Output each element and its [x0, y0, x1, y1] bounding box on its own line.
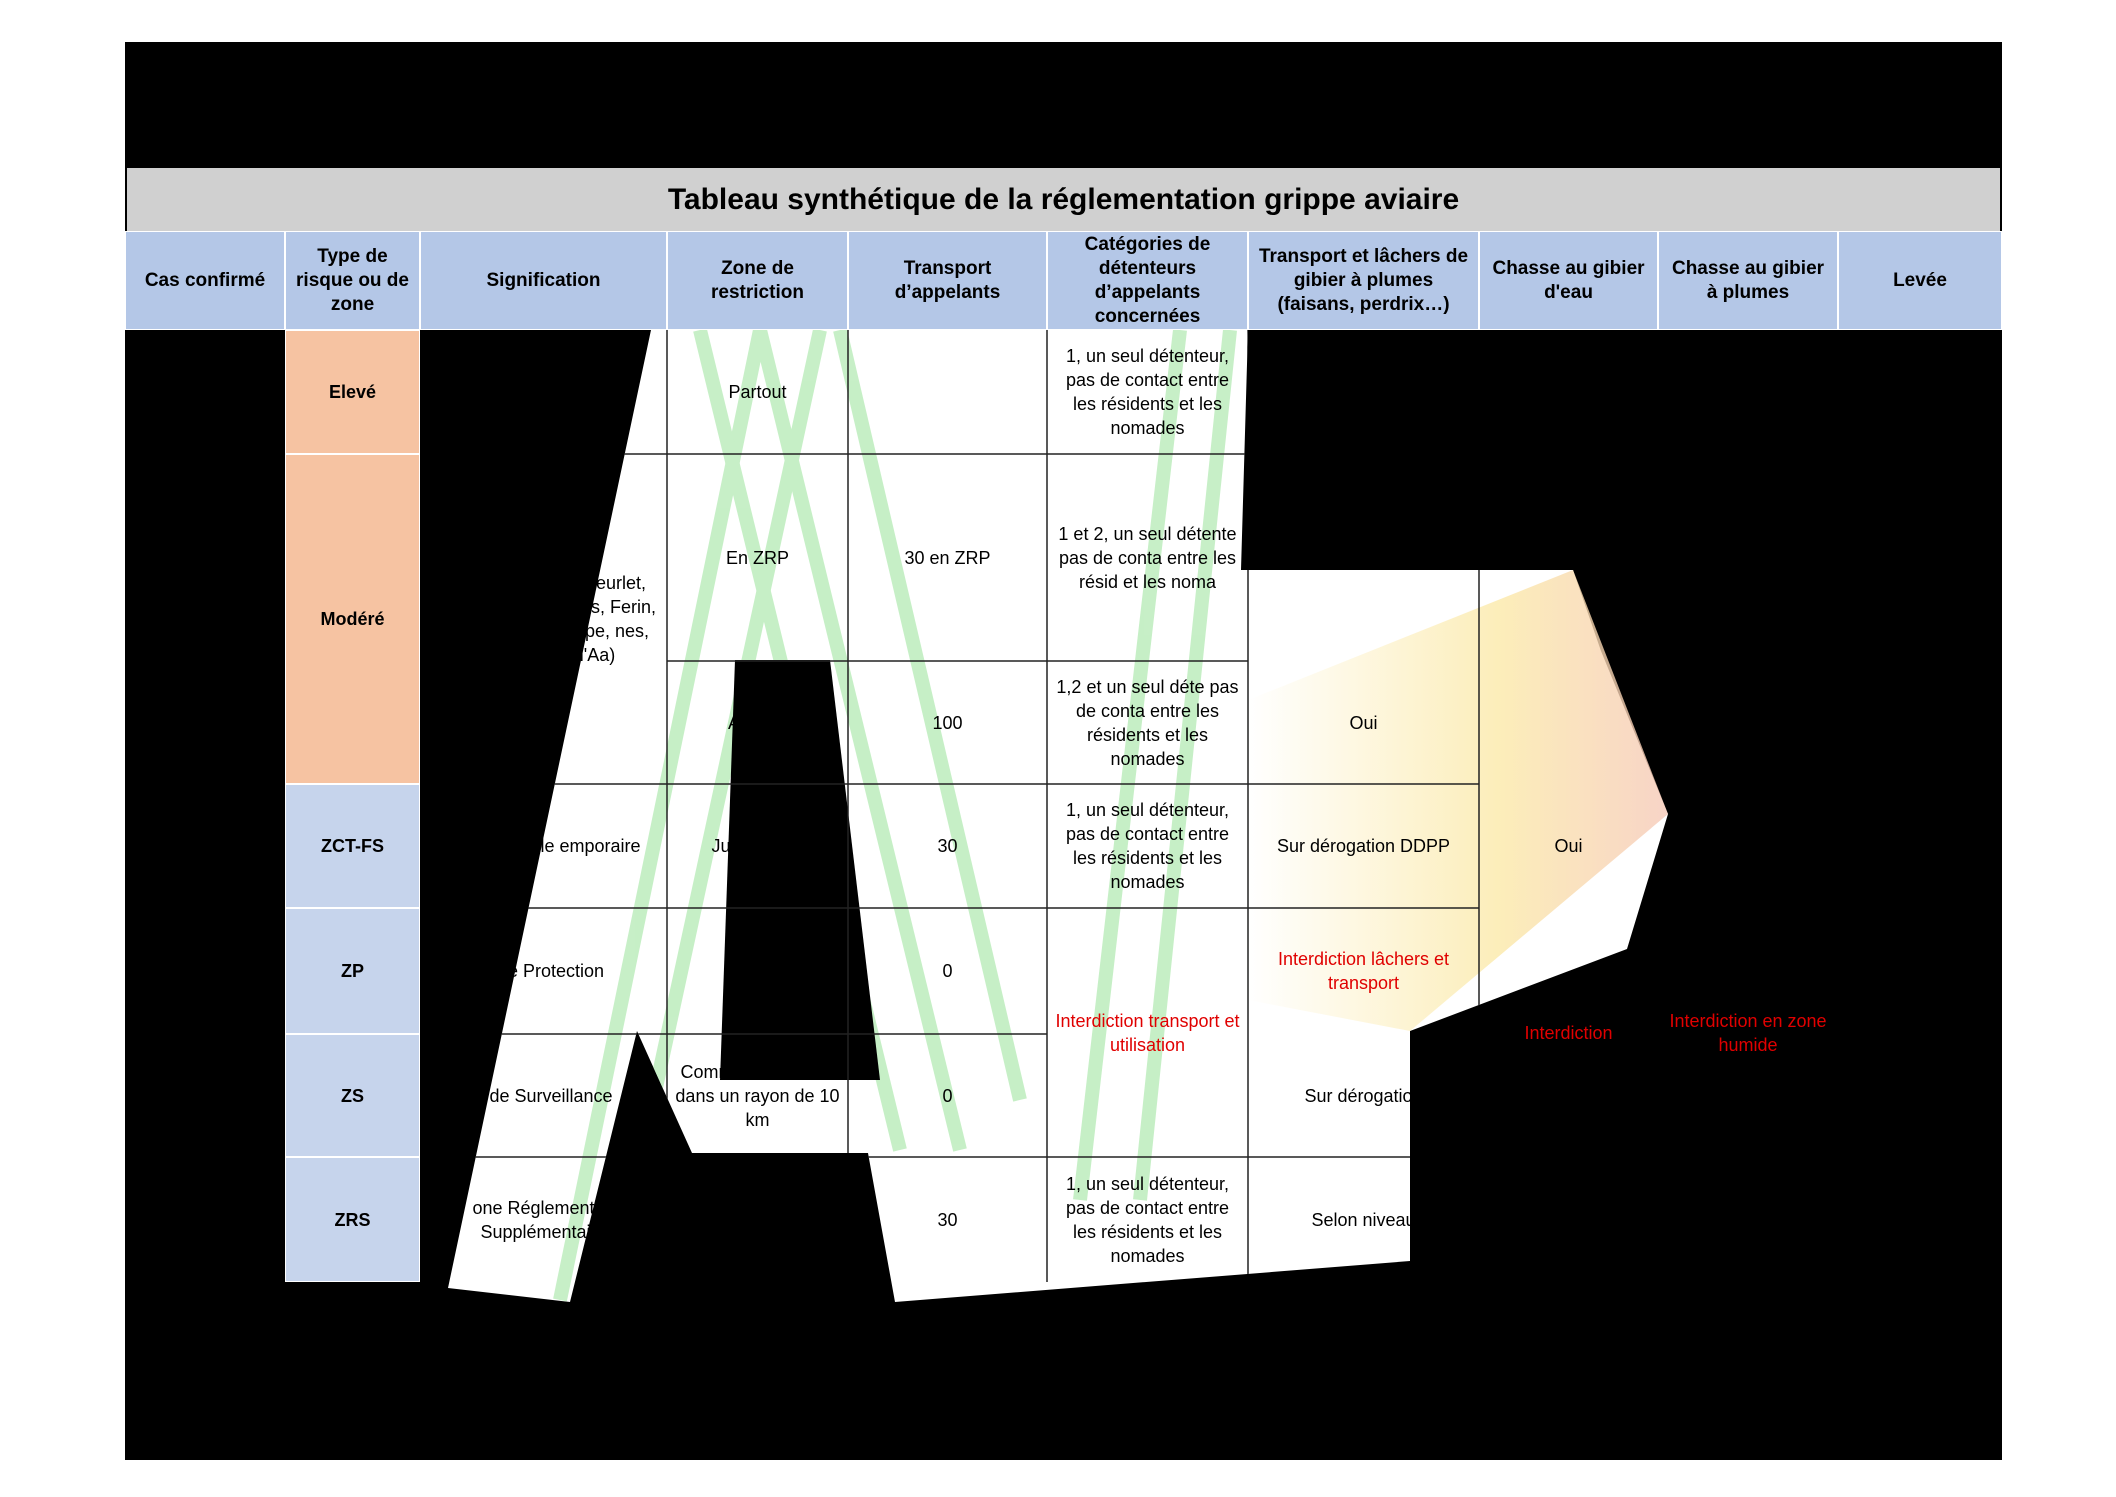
column-header: Catégories de détenteurs d’appelants con… [1047, 231, 1248, 330]
risk-cell: ZRS [285, 1157, 420, 1282]
table-cell: 0 [942, 961, 953, 981]
table-cell: e de Contrôle emporaire [446, 836, 641, 856]
table-cell: 100 [932, 712, 963, 733]
table-cell: C sit ra [728, 961, 786, 981]
table-cell: Sur dérogation [1304, 1085, 1423, 1106]
table-cell: Oui [1554, 836, 1583, 856]
table-cell: 30 [937, 836, 958, 856]
risk-cell: ZCT-FS [285, 784, 420, 908]
table-cell: Ailleurs [727, 712, 788, 733]
table-cell: 1, un seul détenteur, pas de contact ent… [1065, 346, 1230, 438]
table-cell: Interdiction en zone humide [1669, 1010, 1827, 1055]
column-header: Signification [420, 231, 667, 330]
risk-cell: ZS [285, 1034, 420, 1157]
table-cell: Sur dérogation DDPP [1276, 836, 1451, 856]
table-cell: 30 en ZRP [904, 547, 991, 568]
table-cell: Interdiction transport et utilisation [1055, 1010, 1240, 1055]
column-header: Cas confirmé [125, 231, 285, 330]
table-cell: one Réglementée Supplémentaire [472, 1197, 615, 1242]
table-cell: e de Surveillance [474, 1085, 613, 1106]
table-cell: 1, un seul détenteur, pas de contact ent… [1065, 1173, 1230, 1266]
column-header: Transport d’appelants [848, 231, 1047, 330]
table-cell: Partout [728, 382, 787, 402]
table-cell: a Risque er ord : Nieurlet, eene, Zuytpe… [430, 573, 657, 665]
risk-cell: Modéré [285, 454, 420, 784]
table-cell: r [754, 1209, 761, 1230]
table-cell: Oui [1349, 712, 1378, 733]
column-header: Zone de restriction [667, 231, 848, 330]
table-cell: Interdiction lâchers et transport [1277, 949, 1450, 993]
title: Tableau synthétique de la réglementation… [127, 168, 2000, 231]
column-header: Chasse au gibier d'eau [1479, 231, 1658, 330]
table-cell: 1 et 2, un seul détente pas de conta ent… [1058, 523, 1237, 592]
column-header: Levée [1838, 231, 2002, 330]
table-cell: e de Protection [482, 961, 605, 981]
table-cell: Jusq km de [711, 836, 804, 856]
table-cell: 30 [937, 1209, 958, 1230]
table-cell: 1,2 et un seul déte pas de conta entre l… [1056, 676, 1239, 769]
table-cell: Communes situées dans un rayon de 10 km [675, 1061, 840, 1130]
column-header: Type de risque ou de zone [285, 231, 420, 330]
table-cell: Selon niveau [1311, 1209, 1416, 1230]
risk-cell: Elevé [285, 330, 420, 454]
table-cell: 0 [942, 1085, 953, 1106]
risk-cell: ZP [285, 908, 420, 1034]
column-header: Chasse au gibier à plumes [1658, 231, 1838, 330]
column-header: Transport et lâchers de gibier à plumes … [1248, 231, 1479, 330]
table-cell: Interdiction [1524, 1022, 1613, 1043]
table-cell: 1, un seul détenteur, pas de contact ent… [1065, 800, 1230, 892]
table-cell: En ZRP [725, 547, 790, 568]
